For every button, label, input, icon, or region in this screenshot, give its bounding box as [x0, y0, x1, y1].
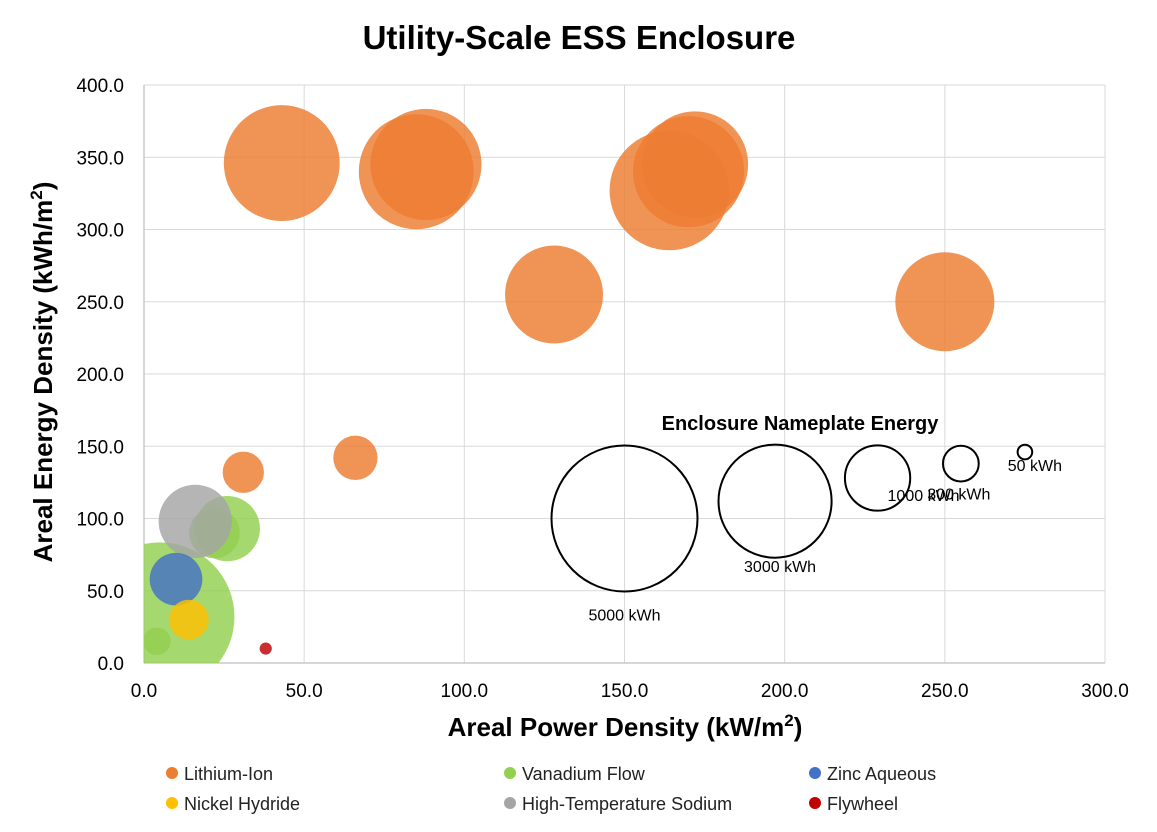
size-legend-circle [550, 444, 699, 593]
legend-marker-flywheel [809, 797, 821, 809]
nickel-hydride-bubble [168, 599, 209, 640]
axis-ticks: 0.0 50.0 100.0 150.0 200.0 250.0 300.0 0.0 50.0 1… [76, 76, 1128, 702]
legend-marker-high-temperature-sodium [504, 797, 516, 809]
series-legend: Lithium-Ion Vanadium Flow Zinc Aqueous Nick… [166, 764, 936, 814]
y-tick-label: 250.0 [76, 293, 124, 314]
size-legend: Enclosure Nameplate Energy 5000 kWh 3000 … [550, 413, 1062, 625]
y-tick-label: 350.0 [76, 148, 124, 169]
size-legend-label: 1000 kWh [888, 488, 960, 505]
x-tick-label: 100.0 [441, 681, 489, 702]
size-legend-label: 3000 kWh [744, 559, 816, 576]
x-tick-label: 150.0 [601, 681, 649, 702]
lithium-ion-bubble [223, 105, 340, 221]
size-legend-label: 50 kWh [1008, 458, 1062, 475]
size-legend-circle [941, 444, 980, 483]
x-tick-label: 50.0 [286, 681, 323, 702]
lithium-ion-bubble [505, 245, 603, 344]
legend-label-high-temperature-sodium: High-Temperature Sodium [522, 794, 732, 814]
legend-label-lithium-ion: Lithium-Ion [184, 764, 273, 784]
legend-label-flywheel: Flywheel [827, 794, 898, 814]
size-legend-title: Enclosure Nameplate Energy [662, 413, 940, 435]
chart-title: Utility-Scale ESS Enclosure [363, 19, 796, 56]
size-legend-circle [843, 444, 912, 512]
zinc-aqueous-bubble [149, 552, 203, 606]
x-tick-label: 250.0 [921, 681, 969, 702]
y-axis-title: Areal Energy Density (kWh/m2) [27, 182, 58, 563]
y-tick-label: 0.0 [98, 654, 124, 675]
x-tick-label: 0.0 [131, 681, 157, 702]
y-tick-label: 200.0 [76, 365, 124, 386]
data-bubbles [144, 105, 995, 663]
lithium-ion-bubble [895, 252, 995, 352]
x-tick-label: 300.0 [1081, 681, 1129, 702]
lithium-ion-bubble [333, 435, 378, 480]
lithium-ion-bubble [641, 111, 749, 218]
size-legend-label: 300 kWh [927, 487, 990, 504]
x-tick-label: 200.0 [761, 681, 809, 702]
y-tick-label: 400.0 [76, 76, 124, 97]
lithium-ion-bubble [370, 108, 482, 221]
flywheel-bubble [259, 642, 272, 655]
y-tick-label: 50.0 [87, 582, 124, 603]
legend-marker-vanadium-flow [504, 767, 516, 779]
y-tick-label: 100.0 [76, 510, 124, 531]
legend-marker-lithium-ion [166, 767, 178, 779]
y-tick-label: 150.0 [76, 437, 124, 458]
legend-label-nickel-hydride: Nickel Hydride [184, 794, 300, 814]
size-legend-circle [1016, 443, 1034, 461]
x-axis-title: Areal Power Density (kW/m2) [448, 711, 803, 742]
y-tick-label: 300.0 [76, 221, 124, 242]
legend-marker-zinc-aqueous [809, 767, 821, 779]
legend-label-zinc-aqueous: Zinc Aqueous [827, 764, 936, 784]
high-temperature-sodium-bubble [158, 484, 232, 559]
vanadium-flow-bubble [144, 627, 171, 656]
lithium-ion-bubble [222, 451, 264, 493]
legend-marker-nickel-hydride [166, 797, 178, 809]
size-legend-label: 5000 kWh [588, 608, 660, 625]
legend-label-vanadium-flow: Vanadium Flow [522, 764, 646, 784]
size-legend-circle [717, 443, 833, 559]
